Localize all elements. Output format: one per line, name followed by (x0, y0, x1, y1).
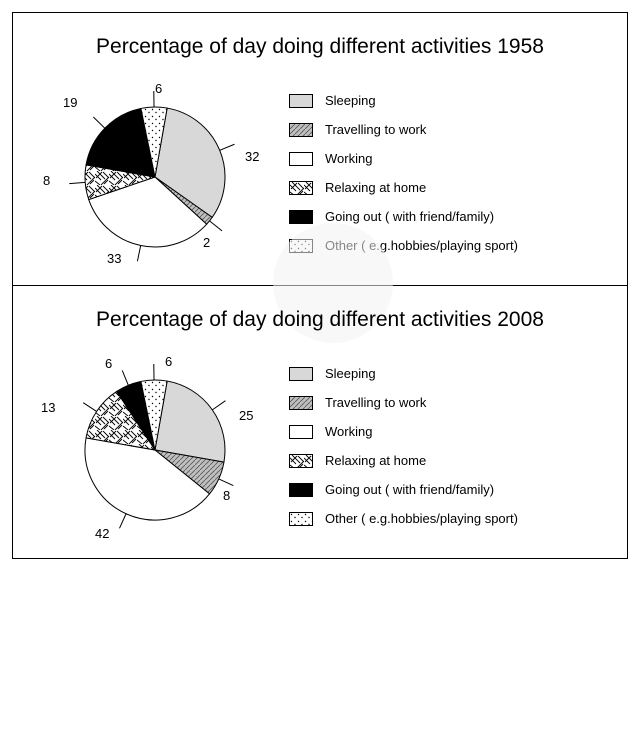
chart1-legend: Sleeping Travelling to work Working Relaxin… (289, 87, 518, 253)
legend-label: Sleeping (325, 93, 376, 108)
callout-leader (219, 479, 234, 486)
chart1-title: Percentage of day doing different activi… (25, 35, 615, 59)
callout-leader (93, 117, 104, 128)
legend-label: Relaxing at home (325, 453, 426, 468)
legend-label: Going out ( with friend/family) (325, 482, 494, 497)
legend-label: Working (325, 424, 372, 439)
chart2-row: 6 25 8 42 13 6 Sleeping Travelling to wor… (25, 360, 615, 540)
chart1-callout-2: 2 (203, 235, 210, 250)
chart2-callout-6a: 6 (105, 356, 112, 371)
legend-swatch (289, 512, 313, 526)
legend-item: Travelling to work (289, 122, 518, 137)
callout-leader (119, 514, 126, 529)
legend-item: Going out ( with friend/family) (289, 482, 518, 497)
legend-item: Relaxing at home (289, 453, 518, 468)
callout-leader (220, 144, 235, 150)
legend-label: Working (325, 151, 372, 166)
chart1-row: 6 32 2 33 8 19 Sleeping Travelling to wor… (25, 87, 615, 267)
callout-leader (210, 221, 222, 231)
legend-item: Sleeping (289, 93, 518, 108)
legend-item: Other ( e.g.hobbies/playing sport) (289, 511, 518, 526)
callout-leader (137, 246, 140, 262)
legend-swatch (289, 152, 313, 166)
chart1-callout-32: 32 (245, 149, 259, 164)
legend-swatch (289, 425, 313, 439)
callout-leader (122, 370, 128, 385)
legend-label: Travelling to work (325, 122, 426, 137)
legend-swatch (289, 396, 313, 410)
chart1-callout-8: 8 (43, 173, 50, 188)
panel-1958: Percentage of day doing different activi… (12, 12, 628, 286)
panel-2008: Percentage of day doing different activi… (12, 286, 628, 559)
chart2-title: Percentage of day doing different activi… (25, 308, 615, 332)
chart2-callout-42: 42 (95, 526, 109, 541)
legend-swatch (289, 210, 313, 224)
callout-leader (83, 403, 96, 412)
chart1-callout-6: 6 (155, 81, 162, 96)
legend-label: Travelling to work (325, 395, 426, 410)
legend-swatch (289, 123, 313, 137)
chart2-pie (25, 360, 265, 540)
chart1-pie-wrap: 6 32 2 33 8 19 (25, 87, 265, 267)
legend-label: Other ( e.g.hobbies/playing sport) (325, 511, 518, 526)
legend-item: Other ( e.g.hobbies/playing sport) (289, 238, 518, 253)
chart1-pie (25, 87, 265, 267)
legend-swatch (289, 94, 313, 108)
chart1-callout-33: 33 (107, 251, 121, 266)
legend-item: Working (289, 151, 518, 166)
chart2-callout-6b: 6 (165, 354, 172, 369)
legend-swatch (289, 454, 313, 468)
legend-swatch (289, 239, 313, 253)
chart2-legend: Sleeping Travelling to work Working Relaxin… (289, 360, 518, 526)
legend-item: Sleeping (289, 366, 518, 381)
legend-item: Travelling to work (289, 395, 518, 410)
callout-leader (212, 401, 225, 410)
chart2-pie-wrap: 6 25 8 42 13 6 (25, 360, 265, 540)
callout-leader (69, 182, 85, 183)
chart2-callout-8: 8 (223, 488, 230, 503)
chart1-callout-19: 19 (63, 95, 77, 110)
legend-swatch (289, 367, 313, 381)
legend-label: Other ( e.g.hobbies/playing sport) (325, 238, 518, 253)
legend-swatch (289, 483, 313, 497)
legend-item: Working (289, 424, 518, 439)
legend-label: Sleeping (325, 366, 376, 381)
legend-label: Relaxing at home (325, 180, 426, 195)
chart2-callout-25: 25 (239, 408, 253, 423)
chart2-callout-13: 13 (41, 400, 55, 415)
legend-swatch (289, 181, 313, 195)
legend-label: Going out ( with friend/family) (325, 209, 494, 224)
legend-item: Relaxing at home (289, 180, 518, 195)
legend-item: Going out ( with friend/family) (289, 209, 518, 224)
